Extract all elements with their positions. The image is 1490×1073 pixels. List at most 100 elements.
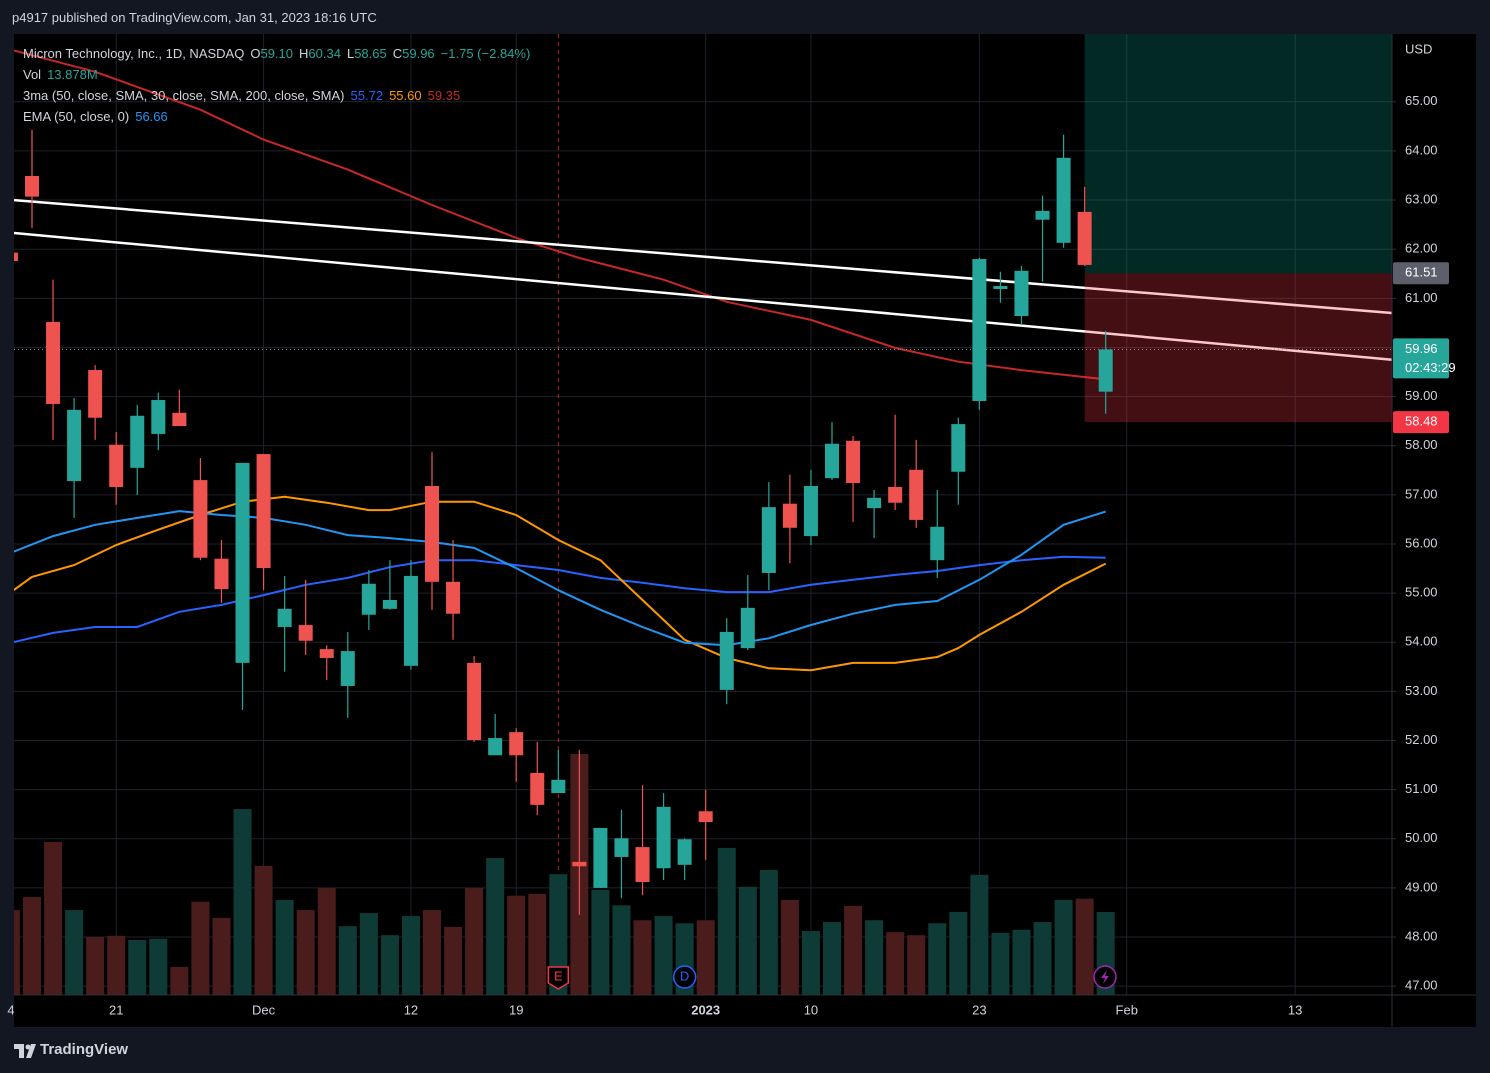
indicator-value: 55.60 xyxy=(389,88,422,103)
candle-body xyxy=(698,811,713,823)
candle-body xyxy=(172,412,187,427)
legend-row: EMA (50, close, 0) 56.66 xyxy=(23,106,530,127)
candle-body xyxy=(298,625,313,641)
volume-bar xyxy=(401,916,420,995)
legend-row: Vol 13.878M xyxy=(23,64,530,85)
candle-body xyxy=(14,252,18,261)
volume-bar xyxy=(844,905,863,995)
candle-body xyxy=(572,861,587,867)
position-stop-zone xyxy=(1084,273,1392,423)
event-icon xyxy=(1093,965,1117,989)
candle-body xyxy=(256,454,271,569)
volume-bar xyxy=(949,911,968,995)
volume-bar xyxy=(233,809,252,995)
volume-bar xyxy=(507,895,526,995)
candle-body xyxy=(425,486,439,582)
volume-bar xyxy=(780,899,799,995)
candle-body xyxy=(46,321,61,404)
candle-body xyxy=(382,599,397,609)
candle-body xyxy=(1077,211,1092,265)
trendline xyxy=(14,231,1392,361)
volume-bar xyxy=(738,886,757,995)
candle-body xyxy=(1098,349,1113,392)
x-tick-label: 21 xyxy=(109,1002,123,1017)
volume-bar xyxy=(654,916,673,995)
volume-bar xyxy=(380,935,399,995)
ohlc-value: 60.34 xyxy=(308,46,341,61)
brand-logo xyxy=(14,1044,36,1058)
indicator-name: 3ma (50, close, SMA, 30, close, SMA, 200… xyxy=(23,88,345,103)
volume-value: 13.878M xyxy=(47,67,98,82)
candle-body xyxy=(846,440,861,484)
y-tick-label: 52.00 xyxy=(1405,732,1438,747)
candle-body xyxy=(446,581,461,614)
candle-body xyxy=(509,732,524,756)
event-badge xyxy=(547,966,570,990)
candle-body xyxy=(782,503,797,528)
y-tick-label: 61.00 xyxy=(1405,290,1438,305)
volume-bar xyxy=(801,931,820,995)
y-tick-label: 51.00 xyxy=(1405,781,1438,796)
x-tick-label: Feb xyxy=(1116,1002,1138,1017)
candle-body xyxy=(930,526,945,561)
x-tick-label: 4 xyxy=(7,1002,14,1017)
indicator-line xyxy=(14,555,1106,644)
y-tick-label: 55.00 xyxy=(1405,585,1438,600)
indicator-value: 59.35 xyxy=(427,88,461,103)
entry-price-marker-label: 61.51 xyxy=(1405,265,1438,280)
volume-bar xyxy=(23,896,41,995)
volume-bar xyxy=(65,910,84,995)
y-tick-label: 57.00 xyxy=(1405,486,1438,501)
volume-bar xyxy=(633,920,652,995)
y-tick-label: 62.00 xyxy=(1405,241,1438,256)
candle-body xyxy=(719,631,734,690)
indicator-line xyxy=(14,495,1107,672)
volume-bar xyxy=(991,932,1010,995)
volume-bar xyxy=(591,889,610,995)
y-tick-label: 54.00 xyxy=(1405,634,1438,649)
volume-bar xyxy=(338,926,357,995)
candle-body xyxy=(1035,210,1050,220)
candle-body xyxy=(888,486,903,503)
candle-body xyxy=(488,738,503,756)
y-tick-label: 47.00 xyxy=(1405,978,1438,993)
volume-bar xyxy=(907,935,926,995)
y-tick-label: 58.00 xyxy=(1405,437,1438,452)
candle-body xyxy=(972,259,987,402)
y-tick-label: 53.00 xyxy=(1405,683,1438,698)
currency-label: USD xyxy=(1405,41,1432,56)
volume-bar xyxy=(423,910,441,995)
volume-bar xyxy=(759,870,778,995)
event-badge xyxy=(672,965,697,989)
volume-bar xyxy=(149,938,168,995)
volume-bar xyxy=(296,910,315,995)
entry-price-marker xyxy=(1393,262,1449,285)
candle-body xyxy=(951,424,966,472)
candle-body xyxy=(109,444,124,487)
indicator-line xyxy=(14,49,1106,381)
ohlc-key: O xyxy=(250,46,261,61)
y-tick-label: 50.00 xyxy=(1405,830,1438,845)
candle-body xyxy=(1056,157,1071,243)
candle-body xyxy=(235,462,250,663)
candle-body xyxy=(825,443,839,479)
y-tick-label: 48.00 xyxy=(1405,928,1438,943)
candle-body xyxy=(635,847,650,882)
indicator-value: 55.72 xyxy=(350,88,384,103)
volume-bar xyxy=(696,920,715,995)
y-tick-label: 65.00 xyxy=(1405,93,1438,108)
candle-body xyxy=(656,806,671,869)
y-tick-label: 59.00 xyxy=(1405,388,1438,403)
y-tick-label: 49.00 xyxy=(1405,879,1438,894)
stop-price-marker xyxy=(1393,411,1449,434)
volume-bar xyxy=(486,858,505,995)
last-price-marker xyxy=(1393,338,1449,379)
volume-bar xyxy=(444,926,463,995)
trendline xyxy=(14,198,1392,315)
volume-name: Vol xyxy=(23,67,42,82)
ohlc-key: L xyxy=(346,46,355,61)
y-tick-label: 56.00 xyxy=(1405,535,1438,550)
candle-body xyxy=(214,558,229,590)
candle-body xyxy=(67,409,82,482)
